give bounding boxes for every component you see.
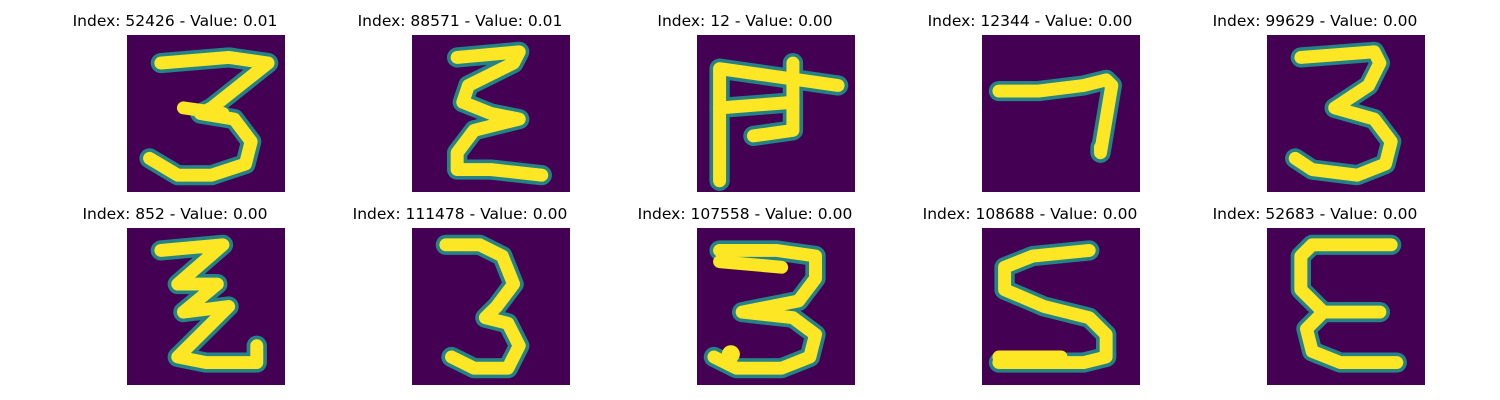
digit-image [697,228,855,385]
panel-title: Index: 99629 - Value: 0.00 [1212,12,1418,30]
image-panel-3: Index: 12 - Value: 0.00 [595,0,895,192]
panel-title: Index: 88571 - Value: 0.01 [357,12,563,30]
panel-title: Index: 52683 - Value: 0.00 [1212,205,1418,223]
image-panel-10: Index: 52683 - Value: 0.00 [1165,193,1465,385]
digit-image [697,35,855,192]
image-panel-1: Index: 52426 - Value: 0.01 [25,0,325,192]
panel-title: Index: 52426 - Value: 0.01 [72,12,278,30]
digit-image [412,228,570,385]
panel-title: Index: 12 - Value: 0.00 [657,12,833,30]
digit-image [982,35,1140,192]
digit-image [1267,228,1425,385]
image-panel-7: Index: 111478 - Value: 0.00 [310,193,610,385]
panel-title: Index: 111478 - Value: 0.00 [352,205,568,223]
image-panel-4: Index: 12344 - Value: 0.00 [880,0,1180,192]
image-panel-8: Index: 107558 - Value: 0.00 [595,193,895,385]
digit-image [127,35,285,192]
image-panel-6: Index: 852 - Value: 0.00 [25,193,325,385]
digit-image [412,35,570,192]
panel-title: Index: 12344 - Value: 0.00 [927,12,1133,30]
panel-title: Index: 108688 - Value: 0.00 [922,205,1138,223]
image-panel-9: Index: 108688 - Value: 0.00 [880,193,1180,385]
digit-image [127,228,285,385]
panel-title: Index: 107558 - Value: 0.00 [637,205,853,223]
digit-image [1267,35,1425,192]
digit-image [982,228,1140,385]
panel-title: Index: 852 - Value: 0.00 [82,205,268,223]
image-panel-5: Index: 99629 - Value: 0.00 [1165,0,1465,192]
image-panel-2: Index: 88571 - Value: 0.01 [310,0,610,192]
